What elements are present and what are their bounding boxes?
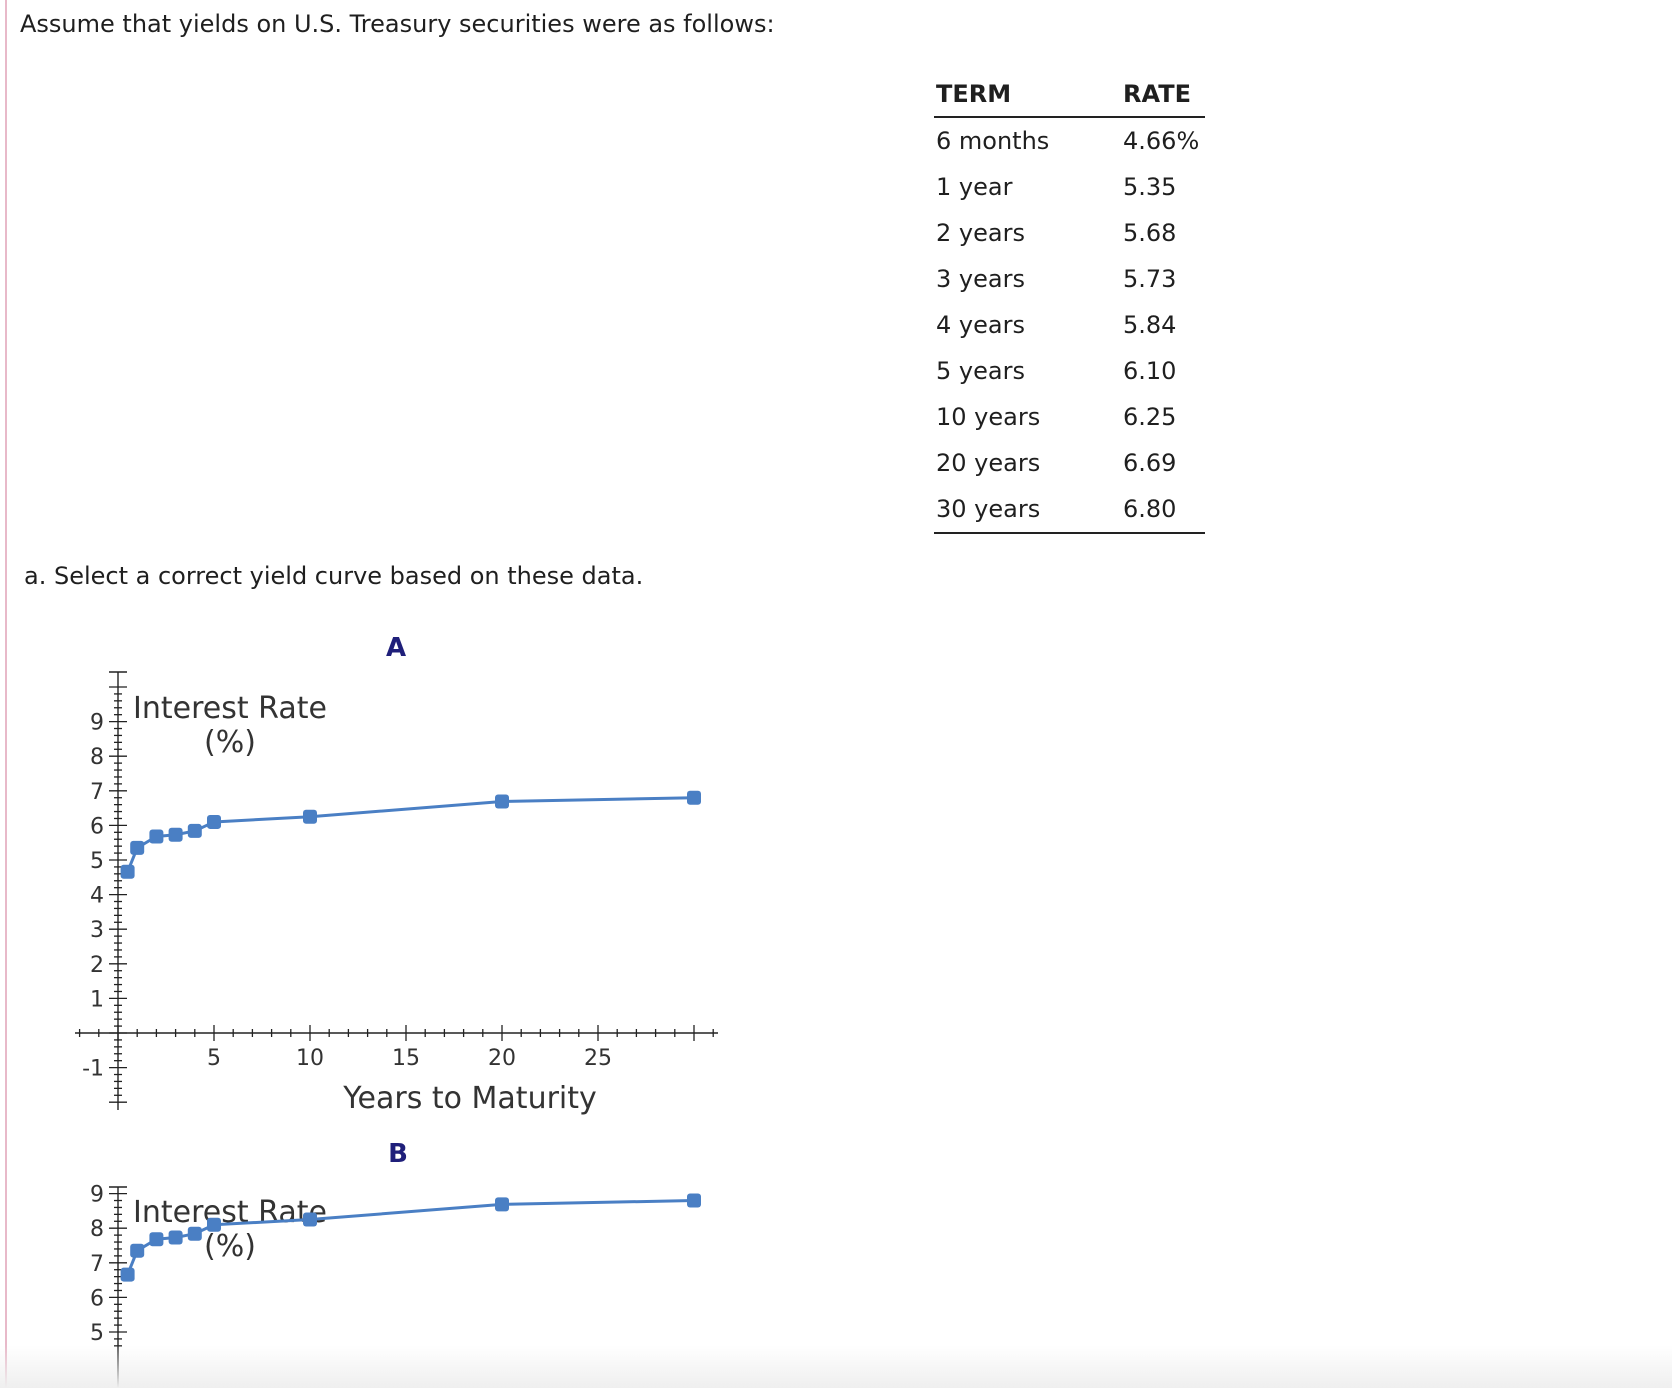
y-tick-label: 3 (90, 918, 104, 943)
column-header-rate: RATE (1121, 72, 1205, 118)
x-tick-label: 20 (488, 1046, 516, 1071)
data-point (168, 827, 183, 842)
y-tick-label: 9 (90, 711, 104, 736)
data-point (495, 1197, 509, 1212)
table-row: 4 years 5.84 (934, 302, 1205, 348)
rate-cell: 6.25 (1123, 403, 1177, 431)
y-axis-title: Interest Rate (133, 691, 327, 726)
data-point (168, 1230, 183, 1245)
option-label[interactable]: A (386, 633, 406, 663)
y-tick-label: 2 (90, 953, 104, 978)
data-point (303, 809, 317, 824)
table-row: 10 years 6.25 (934, 394, 1205, 440)
rate-cell: 6.10 (1123, 357, 1177, 385)
x-tick-label: 25 (584, 1046, 612, 1071)
y-tick-label: -1 (82, 1057, 104, 1082)
term-cell: 1 year (936, 173, 1013, 201)
y-tick-label: 5 (90, 849, 104, 874)
y-axis-title-unit: (%) (204, 1229, 256, 1264)
x-tick-label: 5 (207, 1046, 221, 1071)
x-tick-label: 10 (296, 1046, 324, 1071)
table-row: 5 years 6.10 (934, 348, 1205, 394)
data-point (130, 1243, 145, 1258)
term-cell: 30 years (934, 486, 1121, 534)
y-axis-title-unit: (%) (204, 725, 256, 760)
table-row: 20 years 6.69 (934, 440, 1205, 486)
data-point (303, 1212, 317, 1227)
term-cell: 5 years (936, 357, 1025, 385)
y-tick-label: 8 (90, 1217, 104, 1242)
data-point (120, 1267, 135, 1282)
rate-cell: 5.84 (1123, 311, 1177, 339)
data-point (495, 794, 509, 809)
yield-table: TERM RATE 6 months 4.66% 1 year 5.35 2 yea… (934, 72, 1205, 534)
x-axis-title: Years to Maturity (342, 1081, 597, 1116)
data-point (149, 829, 164, 844)
rate-cell: 5.68 (1123, 219, 1177, 247)
data-point (120, 864, 135, 879)
term-cell: 4 years (936, 311, 1025, 339)
data-point (130, 840, 145, 855)
term-cell: 6 months (936, 127, 1050, 155)
data-point (187, 823, 202, 838)
rate-cell: 6.80 (1121, 486, 1205, 534)
y-tick-label: 7 (90, 780, 104, 805)
table-row: 2 years 5.68 (934, 210, 1205, 256)
y-tick-label: 5 (90, 1321, 104, 1346)
left-border-rule (5, 0, 7, 1388)
term-cell: 10 years (936, 403, 1041, 431)
y-tick-label: 4 (90, 884, 104, 909)
table-row: 6 months 4.66% (934, 117, 1205, 164)
intro-text: Assume that yields on U.S. Treasury secu… (20, 10, 775, 38)
data-point (207, 1217, 221, 1232)
y-tick-label: 6 (90, 814, 104, 839)
y-tick-label: 9 (90, 1183, 104, 1208)
option-label[interactable]: B (388, 1139, 408, 1169)
table-row: 30 years 6.80 (934, 486, 1205, 534)
rate-cell: 6.69 (1123, 449, 1177, 477)
rate-cell: 5.35 (1123, 173, 1177, 201)
term-cell: 2 years (936, 219, 1025, 247)
rate-cell: 4.66% (1123, 127, 1200, 155)
column-header-term: TERM (934, 72, 1121, 118)
data-point (687, 790, 701, 805)
data-point (187, 1226, 202, 1241)
table-row: 3 years 5.73 (934, 256, 1205, 302)
y-tick-label: 8 (90, 745, 104, 770)
x-tick-label: 15 (392, 1046, 420, 1071)
rate-cell: 5.73 (1123, 265, 1177, 293)
question-text: a. Select a correct yield curve based on… (24, 562, 644, 590)
y-tick-label: 7 (90, 1252, 104, 1277)
term-cell: 20 years (936, 449, 1041, 477)
y-tick-label: 1 (90, 987, 104, 1012)
y-tick-label: 6 (90, 1286, 104, 1311)
table-header-row: TERM RATE (934, 72, 1205, 118)
data-point (687, 1193, 701, 1208)
bottom-fade (0, 1345, 1672, 1388)
term-cell: 3 years (936, 265, 1025, 293)
table-row: 1 year 5.35 (934, 164, 1205, 210)
data-point (207, 814, 221, 829)
chart-group: A -1 1 2 3 4 5 6 7 8 9 Interest Rate(%) 5 10 15 20 25 Yea… (75, 633, 718, 1116)
data-point (149, 1232, 164, 1247)
